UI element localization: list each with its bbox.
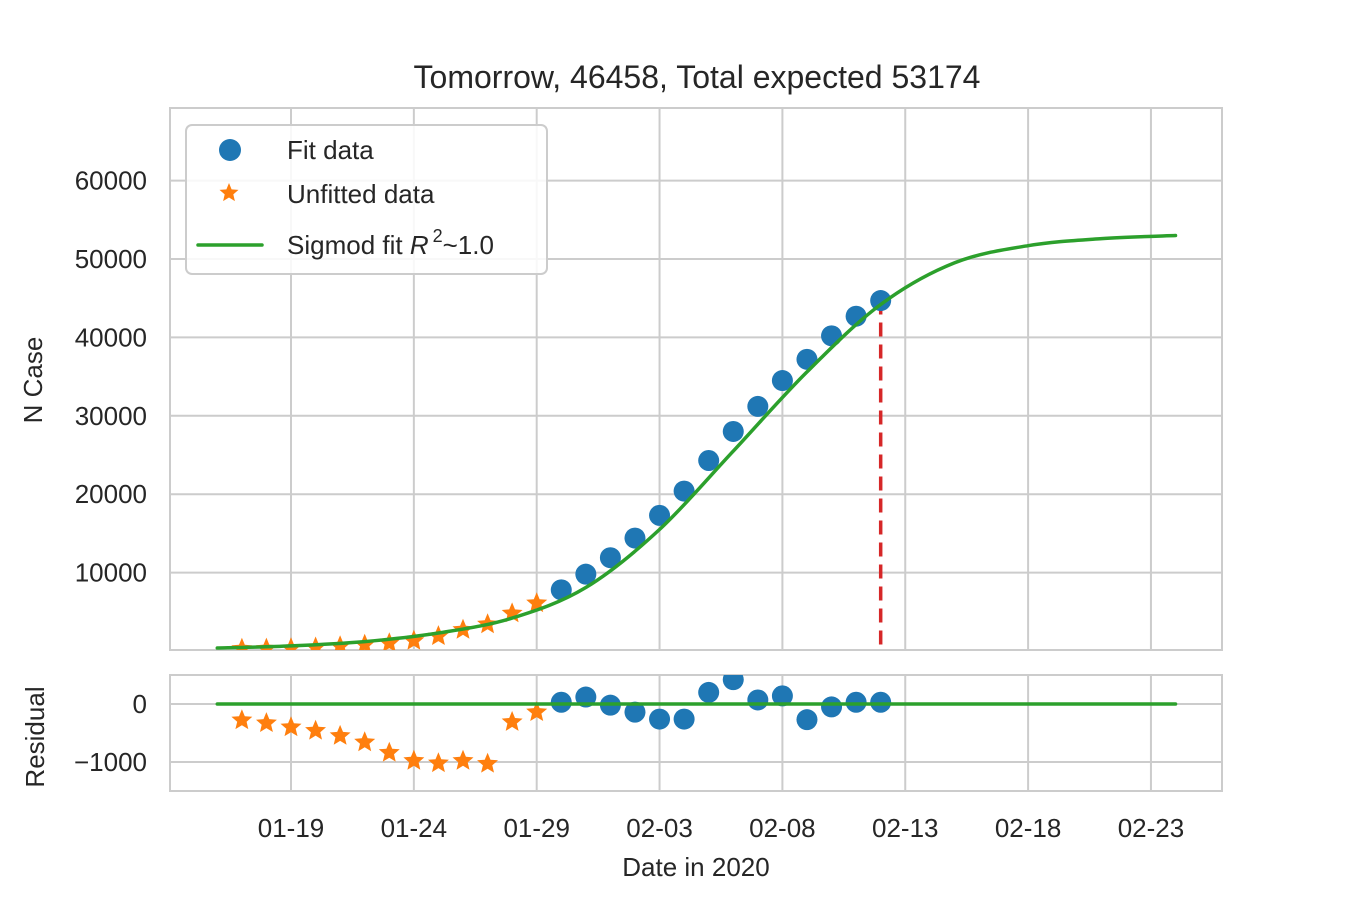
residual-plot-area: 0 −1000 [74,674,1223,792]
fit-residual-point [698,681,720,703]
legend-label-unfitted: Unfitted data [287,179,435,209]
unfitted-residual-point [428,752,449,773]
unfitted-residual-point [305,719,326,740]
legend: Fit data Unfitted data Sigmod fit R 2~1.0 [185,124,548,275]
y-tick-label: 30000 [75,401,147,431]
fit-data-point [575,563,597,585]
y-tick-label: −1000 [74,747,147,777]
x-tick-labels: 01-19 01-24 01-29 02-03 02-08 02-13 02-18 02-23 [258,813,1184,843]
fit-data-point [747,395,769,417]
unfitted-residual-point [231,709,253,730]
legend-label-sigmoid: Sigmod fit R 2~1.0 [287,226,494,260]
x-tick-label: 02-03 [626,813,693,843]
fit-data-point [624,527,646,549]
fit-data-point [599,547,621,569]
sigmoid-fit-curve [215,233,1178,650]
y-tick-label: 20000 [75,479,147,509]
unfitted-residual-point [354,731,376,752]
fit-data-legend-icon [219,139,241,161]
x-tick-label: 02-23 [1118,813,1185,843]
fit-data-point [673,480,695,502]
unfitted-residual-point [526,701,548,721]
residual-y-tick-labels: 0 −1000 [74,689,147,777]
fit-residual-point [624,701,646,723]
fit-residual-point [747,689,769,711]
y-tick-label: 40000 [75,322,147,352]
unfitted-residual-point [280,716,302,737]
fit-residual-point [796,709,818,731]
legend-label-fit: Fit data [287,135,374,165]
unfitted-data-legend-icon [219,183,239,202]
fit-residual-point [649,708,671,730]
y-axis-label-residual: Residual [20,686,50,787]
residual-axes-frame [169,674,1223,792]
unfitted-residual-point [452,749,474,770]
fit-residual-point [673,708,695,730]
unfitted-data-point [403,629,425,650]
fit-data-point [550,579,572,601]
fit-data-point [771,370,793,392]
unfitted-residual-point [501,711,523,731]
legend-frame [185,124,548,275]
y-tick-label: 60000 [75,166,147,196]
x-tick-label: 01-19 [258,813,325,843]
unfitted-residual-point [403,749,425,770]
unfitted-residual-point [256,712,277,732]
fit-residual-point [821,696,843,718]
x-tick-label: 02-13 [872,813,939,843]
unfitted-residual-series [231,701,548,773]
unfitted-data-point [428,625,449,645]
fit-data-point [649,504,671,526]
x-tick-label: 02-18 [995,813,1062,843]
unfitted-residual-point [329,724,351,745]
chart-title: Tomorrow, 46458, Total expected 53174 [414,59,981,95]
unfitted-data-point [378,632,400,650]
main-y-tick-labels: 10000 20000 30000 40000 50000 60000 [75,166,147,588]
fit-data-point [821,325,843,347]
y-tick-label: 10000 [75,558,147,588]
unfitted-residual-point [477,752,498,773]
y-axis-label-main: N Case [18,337,48,424]
fit-residual-point [722,675,744,691]
fit-data-point [870,290,892,312]
fit-data-point [698,449,720,471]
fit-data-series [550,290,892,601]
y-tick-label: 0 [133,689,147,719]
fit-data-point [722,420,744,442]
x-axis-label: Date in 2020 [622,852,769,882]
x-tick-label: 02-08 [749,813,816,843]
fit-residual-point [771,685,793,707]
x-tick-label: 01-29 [503,813,570,843]
unfitted-residual-point [378,741,400,762]
x-tick-label: 01-24 [381,813,448,843]
y-tick-label: 50000 [75,244,147,274]
